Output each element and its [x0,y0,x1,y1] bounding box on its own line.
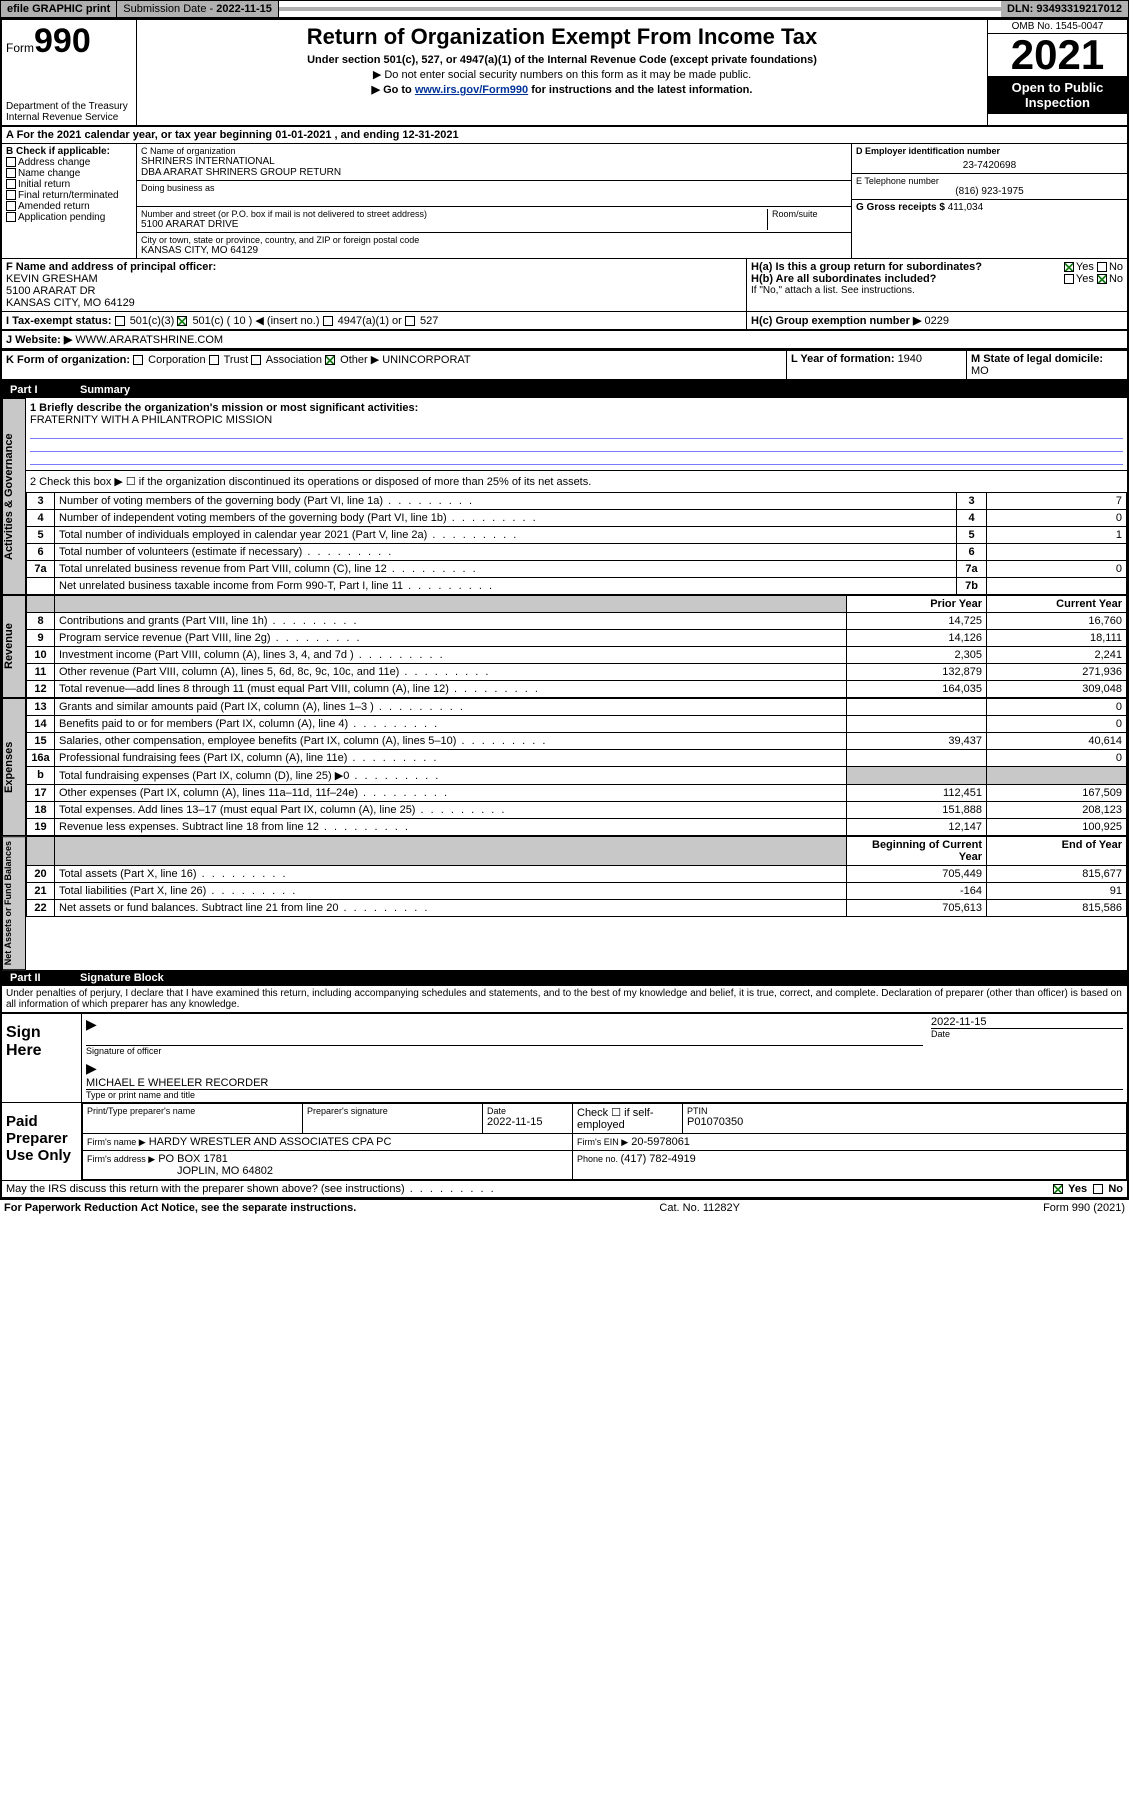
line1-label: 1 Briefly describe the organization's mi… [30,402,1123,414]
arrow-icon: ▶ [86,1016,97,1032]
box-i: I Tax-exempt status: 501(c)(3) 501(c) ( … [2,312,747,330]
form-title: Return of Organization Exempt From Incom… [141,24,983,50]
dba-label: Doing business as [141,183,847,193]
phone-value: (816) 923-1975 [856,186,1123,197]
paid-preparer-label: Paid Preparer Use Only [2,1103,82,1180]
city-state-zip: KANSAS CITY, MO 64129 [141,245,847,256]
name-label: C Name of organization [141,146,847,156]
addr-label: Number and street (or P.O. box if mail i… [141,209,767,219]
gross-receipts-value: 411,034 [948,202,983,213]
box-b: B Check if applicable: Address change Na… [2,144,137,258]
room-label: Room/suite [767,209,847,230]
efile-label[interactable]: efile GRAPHIC print [1,1,117,17]
street-address: 5100 ARARAT DRIVE [141,219,767,230]
sig-date: 2022-11-15 [931,1016,1123,1028]
submission-date: Submission Date - 2022-11-15 [117,1,279,17]
ein-value: 23-7420698 [856,160,1123,171]
tab-expenses: Expenses [2,698,26,836]
org-name-2: DBA ARARAT SHRINERS GROUP RETURN [141,167,847,178]
org-name-1: SHRINERS INTERNATIONAL [141,156,847,167]
period-row: A For the 2021 calendar year, or tax yea… [2,127,1127,144]
mission-text: FRATERNITY WITH A PHILANTROPIC MISSION [30,414,1123,426]
phone-label: E Telephone number [856,176,1123,186]
line2: 2 Check this box ▶ ☐ if the organization… [26,471,1127,492]
dln: DLN: 93493319217012 [1001,1,1128,17]
open-inspection: Open to Public Inspection [988,76,1127,114]
sig-officer-label: Signature of officer [86,1045,923,1056]
tab-revenue: Revenue [2,595,26,698]
top-bar: efile GRAPHIC print Submission Date - 20… [0,0,1129,18]
perjury-text: Under penalties of perjury, I declare th… [2,986,1127,1012]
discuss-row: May the IRS discuss this return with the… [2,1180,1127,1197]
form-subtitle: Under section 501(c), 527, or 4947(a)(1)… [141,54,983,66]
sign-here-label: Sign Here [2,1014,82,1102]
part1-header: Part ISummary [2,382,1127,398]
tab-netassets: Net Assets or Fund Balances [2,836,26,970]
type-name-label: Type or print name and title [86,1089,1123,1100]
dept-label: Department of the Treasury Internal Reve… [6,101,132,123]
form-number: Form990 [6,22,132,61]
arrow-icon: ▶ [86,1060,97,1076]
irs-link[interactable]: www.irs.gov/Form990 [415,84,528,96]
tab-governance: Activities & Governance [2,398,26,595]
note-link: ▶ Go to www.irs.gov/Form990 for instruct… [141,83,983,96]
box-h: H(a) Is this a group return for subordin… [747,259,1127,311]
gross-receipts-label: G Gross receipts $ [856,202,948,213]
box-k: K Form of organization: Corporation Trus… [2,351,787,380]
page-footer: For Paperwork Reduction Act Notice, see … [0,1199,1129,1216]
governance-table: 3Number of voting members of the governi… [26,492,1127,595]
form-990-page: Form990 Department of the Treasury Inter… [0,18,1129,1199]
revenue-table: Prior YearCurrent Year 8Contributions an… [26,595,1127,698]
box-hc: H(c) Group exemption number ▶ 0229 [747,312,1127,330]
box-l: L Year of formation: 1940 [787,351,967,380]
city-label: City or town, state or province, country… [141,235,847,245]
officer-name: MICHAEL E WHEELER RECORDER [86,1077,1123,1089]
box-f: F Name and address of principal officer:… [2,259,747,311]
note-ssn: ▶ Do not enter social security numbers o… [141,68,983,81]
date-label: Date [931,1028,1123,1039]
box-j: J Website: ▶ WWW.ARARATSHRINE.COM [2,331,1127,349]
netassets-table: Beginning of Current YearEnd of Year 20T… [26,836,1127,917]
part2-header: Part IISignature Block [2,970,1127,986]
ein-label: D Employer identification number [856,146,1123,156]
expenses-table: 13Grants and similar amounts paid (Part … [26,698,1127,836]
box-m: M State of legal domicile: MO [967,351,1127,380]
tax-year: 2021 [988,34,1127,76]
